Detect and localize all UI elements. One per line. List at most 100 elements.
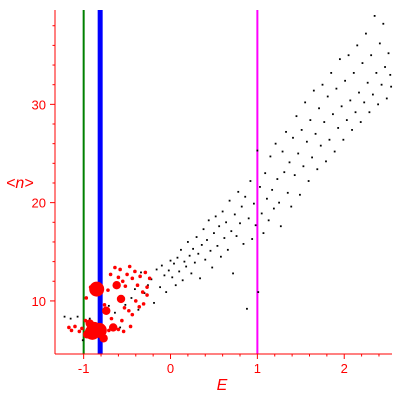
data-point — [370, 54, 373, 57]
data-point — [271, 188, 274, 191]
data-point — [197, 252, 200, 255]
ticks: -1 0 1 2 10 20 30 — [32, 25, 380, 376]
data-point — [221, 210, 224, 213]
data-point — [119, 326, 122, 329]
data-point — [274, 142, 277, 145]
data-point — [385, 97, 388, 100]
data-point — [335, 87, 338, 90]
data-point — [214, 215, 217, 218]
data-point — [140, 290, 145, 294]
data-point — [300, 129, 303, 131]
data-point — [108, 323, 118, 332]
data-point — [366, 81, 369, 84]
x-tick-label: 2 — [341, 361, 348, 376]
data-point — [195, 236, 198, 238]
data-point — [309, 119, 312, 121]
data-point — [174, 284, 177, 287]
data-point — [130, 312, 135, 317]
data-point — [209, 249, 212, 252]
data-point — [133, 269, 137, 274]
data-point — [134, 288, 136, 291]
data-point — [202, 228, 205, 231]
data-point — [285, 130, 287, 133]
data-point — [244, 195, 247, 198]
data-point — [188, 254, 191, 257]
data-point — [127, 308, 131, 313]
data-point — [328, 138, 331, 141]
data-point — [377, 103, 380, 106]
data-point — [246, 307, 248, 310]
data-point — [163, 274, 166, 277]
data-point — [278, 201, 280, 204]
data-point — [116, 294, 126, 304]
data-point — [69, 317, 72, 320]
data-point — [330, 72, 333, 74]
data-point — [264, 172, 267, 175]
data-point — [312, 89, 315, 92]
data-point — [307, 180, 310, 182]
data-point — [63, 315, 66, 318]
data-point — [145, 293, 149, 297]
data-point — [99, 334, 108, 343]
data-point — [323, 121, 326, 123]
data-point — [342, 138, 345, 141]
data-point — [116, 327, 121, 332]
x-tick-label: 1 — [254, 361, 261, 376]
data-point — [69, 328, 74, 333]
data-point — [121, 329, 126, 334]
data-point — [85, 319, 94, 328]
data-point — [147, 284, 149, 287]
data-point — [165, 291, 168, 293]
data-point — [107, 304, 110, 307]
data-point — [235, 235, 238, 237]
data-point — [112, 281, 121, 290]
data-point — [216, 244, 219, 247]
data-point — [167, 269, 170, 272]
data-point — [316, 168, 319, 171]
x-tick-label: -1 — [78, 361, 90, 376]
data-point — [390, 85, 393, 88]
y-tick-label: 20 — [32, 196, 46, 211]
data-point — [305, 140, 308, 143]
data-point — [135, 283, 140, 288]
data-point — [321, 83, 324, 86]
data-point — [82, 330, 92, 339]
data-point — [260, 212, 263, 215]
data-point — [73, 324, 77, 329]
data-point — [81, 339, 84, 342]
axes — [54, 10, 392, 355]
data-point — [352, 72, 355, 74]
data-point — [84, 296, 89, 300]
data-point — [267, 219, 270, 222]
y-tick-label: 30 — [32, 97, 46, 112]
data-point — [356, 44, 359, 47]
data-point — [254, 224, 257, 227]
data-point — [102, 306, 111, 315]
data-point — [302, 165, 305, 168]
data-point — [230, 230, 233, 233]
data-point — [373, 14, 376, 17]
data-point — [133, 299, 138, 303]
data-point — [311, 156, 313, 159]
data-point — [225, 221, 228, 224]
data-point — [190, 272, 193, 275]
data-point — [290, 205, 293, 208]
data-point — [183, 260, 186, 263]
data-point — [207, 219, 210, 222]
data-point — [314, 132, 317, 135]
data-point — [337, 127, 340, 129]
data-point — [185, 265, 188, 268]
data-point — [371, 93, 374, 96]
data-point — [318, 107, 320, 110]
x-axis-label: E — [217, 377, 228, 394]
data-point — [125, 272, 129, 277]
data-point — [143, 292, 146, 294]
data-point — [338, 58, 341, 61]
data-point — [359, 121, 362, 123]
data-point — [88, 317, 91, 320]
data-point — [176, 256, 179, 259]
data-point — [109, 316, 114, 321]
data-point — [127, 264, 132, 269]
data-point — [130, 276, 135, 281]
data-point — [141, 302, 146, 306]
